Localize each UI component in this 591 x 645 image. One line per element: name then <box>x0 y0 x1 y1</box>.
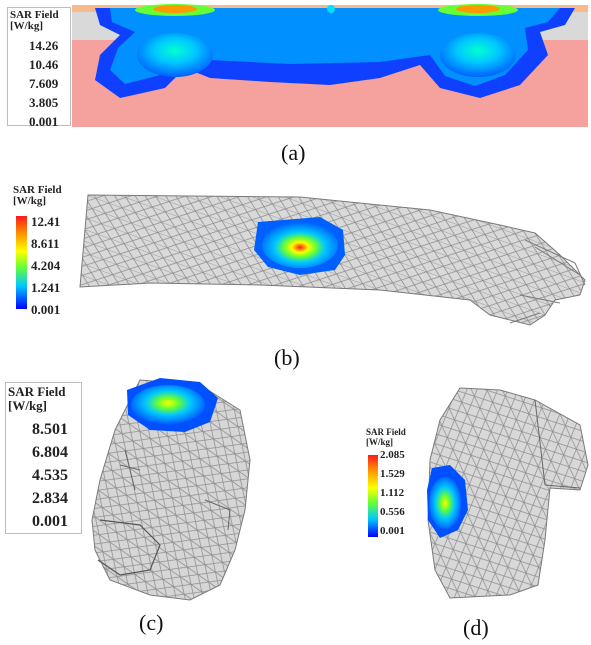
legend-value: 0.001 <box>32 513 68 530</box>
surface-red-right <box>456 5 500 13</box>
ear-right <box>204 499 231 531</box>
legend-value: 12.41 <box>31 214 61 229</box>
caption-d: (d) <box>463 615 489 640</box>
hotspot-left-a <box>137 33 213 77</box>
legend-value: 4.204 <box>31 258 61 273</box>
head-mesh <box>91 379 251 601</box>
caption-b: (b) <box>274 345 300 370</box>
panel-d-graphic <box>368 387 589 599</box>
feed-point <box>327 5 335 13</box>
legend-title: SAR Field <box>8 384 66 399</box>
legend-value: 0.556 <box>380 506 405 518</box>
hotspot-b <box>262 222 338 268</box>
legend-d: SAR Field [W/kg] 2.085 1.529 1.112 0.556… <box>364 425 421 540</box>
legend-title: SAR Field <box>10 9 59 21</box>
panel-b: SAR Field [W/kg] 12.41 8.611 4.204 1.241… <box>0 175 591 375</box>
legend-value: 8.611 <box>31 236 60 251</box>
legend-value: 14.26 <box>29 38 59 53</box>
legend-a: SAR Field [W/kg] 14.26 10.46 7.609 3.805… <box>7 7 71 128</box>
legend-unit: [W/kg] <box>10 20 43 32</box>
ear-lines <box>119 449 141 491</box>
finger-lines <box>509 239 586 324</box>
caption-c: (c) <box>139 610 164 635</box>
legend-value: 2.834 <box>32 490 68 507</box>
legend-value: 2.085 <box>380 449 405 461</box>
shoulder-contour <box>534 399 581 489</box>
legend-unit: [W/kg] <box>8 398 47 413</box>
legend-value: 6.804 <box>32 444 68 461</box>
legend-value: 4.535 <box>32 467 68 484</box>
legend-value: 1.241 <box>31 280 61 295</box>
panel-a-graphic <box>10 4 588 127</box>
legend-unit: [W/kg] <box>366 437 393 447</box>
face-contour <box>97 519 161 576</box>
legend-value: 0.001 <box>380 525 405 537</box>
panel-b-graphic <box>16 194 586 326</box>
panel-a: SAR Field [W/kg] 14.26 10.46 7.609 3.805… <box>0 0 591 175</box>
legend-value: 1.529 <box>380 468 405 480</box>
caption-a: (a) <box>281 140 306 165</box>
hotspot-right-a <box>440 33 516 77</box>
legend-value: 1.112 <box>380 487 405 499</box>
color-scale-b <box>16 216 27 309</box>
legend-title: SAR Field <box>13 184 62 196</box>
panel-c: SAR Field [W/kg] 8.501 6.804 4.535 2.834… <box>0 370 300 645</box>
legend-value: 7.609 <box>29 76 59 91</box>
color-scale-d <box>368 455 378 537</box>
hotspot-d <box>429 477 461 529</box>
legend-value: 8.501 <box>32 421 68 438</box>
legend-unit: [W/kg] <box>13 195 46 207</box>
surface-red-left <box>153 5 197 13</box>
legend-value: 0.001 <box>31 302 61 317</box>
legend-c: SAR Field [W/kg] 8.501 6.804 4.535 2.834… <box>5 382 82 534</box>
legend-b: SAR Field [W/kg] 12.41 8.611 4.204 1.241… <box>11 183 69 317</box>
legend-value: 0.001 <box>29 114 59 129</box>
panel-d: SAR Field [W/kg] 2.085 1.529 1.112 0.556… <box>300 370 591 645</box>
legend-value: 10.46 <box>29 57 59 72</box>
legend-title: SAR Field <box>366 427 406 437</box>
legend-value: 3.805 <box>29 95 59 110</box>
hotspot-c <box>131 385 205 425</box>
